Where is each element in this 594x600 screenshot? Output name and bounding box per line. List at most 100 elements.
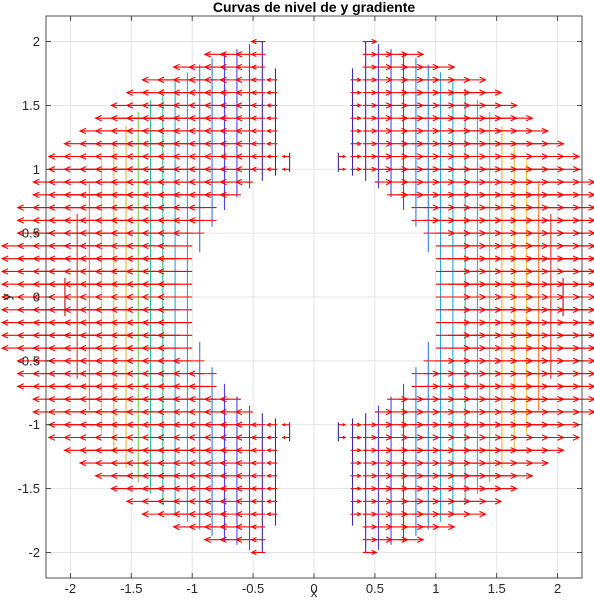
gradient-arrow-head	[234, 102, 243, 109]
gradient-arrow-head	[141, 370, 149, 377]
gradient-arrow-head	[94, 255, 102, 262]
x-tick-label: -0.5	[242, 581, 264, 596]
gradient-arrow-head	[219, 140, 227, 147]
gradient-arrow-head	[78, 421, 87, 428]
gradient-arrow-head	[187, 127, 196, 135]
gradient-arrow-head	[356, 486, 363, 491]
gradient-arrow-head	[141, 383, 149, 390]
gradient-arrow-head	[172, 370, 180, 377]
gradient-arrow-head	[125, 178, 134, 186]
gradient-arrow-head	[109, 204, 118, 211]
gradient-arrow-head	[156, 89, 165, 96]
gradient-arrow-head	[141, 166, 149, 173]
gradient-arrow-head	[588, 370, 594, 377]
gradient-arrow-head	[78, 434, 87, 441]
gradient-arrow-head	[31, 281, 40, 288]
gradient-arrow-head	[78, 166, 87, 173]
gradient-arrow-head	[234, 166, 243, 173]
gradient-arrow-head	[342, 154, 347, 159]
gradient-arrow-head	[187, 102, 196, 109]
gradient-arrow-head	[16, 217, 24, 224]
gradient-arrow-head	[156, 178, 165, 186]
gradient-arrow-head	[109, 332, 118, 339]
gradient-arrow-head	[63, 204, 71, 211]
gradient-arrow-head	[16, 255, 24, 262]
gradient-arrow-head	[78, 306, 87, 313]
gradient-arrow-head	[109, 447, 118, 454]
gradient-arrow-head	[156, 281, 165, 288]
gradient-arrow-head	[265, 141, 272, 146]
gradient-arrow-head	[541, 127, 550, 135]
gradient-arrow-head	[187, 153, 196, 160]
gradient-arrow-head	[109, 114, 118, 122]
gradient-arrow-head	[0, 268, 9, 275]
gradient-arrow-head	[187, 447, 196, 454]
gradient-arrow-head	[0, 281, 9, 288]
gradient-arrow-head	[219, 421, 227, 428]
gradient-arrow-head	[109, 281, 118, 288]
gradient-arrow-head	[16, 383, 24, 390]
gradient-arrow-head	[172, 166, 180, 173]
gradient-arrow-head	[78, 319, 87, 326]
gradient-arrow-head	[203, 408, 212, 416]
gradient-arrow-head	[219, 191, 227, 199]
gradient-arrow-head	[250, 434, 257, 441]
gradient-arrow-head	[187, 217, 196, 224]
gradient-arrow-head	[94, 447, 102, 454]
gradient-arrow-head	[78, 204, 87, 211]
gradient-arrow-head	[219, 76, 227, 84]
gradient-arrow-head	[109, 229, 118, 237]
gradient-arrow-head	[63, 191, 71, 199]
y-tick-label: -1	[28, 417, 40, 432]
gradient-arrow-head	[125, 344, 134, 352]
gradient-arrow-head	[109, 306, 118, 313]
gradient-arrow-head	[588, 357, 594, 365]
gradient-arrow-head	[0, 293, 9, 301]
gradient-arrow-head	[94, 242, 102, 250]
gradient-arrow-head	[479, 510, 487, 518]
y-tick-label: 1.5	[22, 98, 40, 113]
gradient-arrow-head	[371, 38, 378, 45]
gradient-arrow-head	[203, 114, 212, 122]
gradient-arrow-head	[47, 217, 56, 224]
gradient-arrow-head	[47, 255, 56, 262]
gradient-arrow-head	[16, 370, 24, 377]
gradient-arrow-head	[265, 512, 272, 517]
gradient-arrow-head	[203, 153, 212, 160]
gradient-arrow-head	[219, 498, 227, 505]
gradient-arrow-head	[203, 127, 212, 135]
gradient-arrow-head	[31, 408, 40, 416]
gradient-arrow-head	[219, 447, 227, 454]
gradient-arrow-head	[16, 281, 24, 288]
y-tick-label: 1	[33, 162, 40, 177]
gradient-arrow-head	[219, 510, 227, 518]
gradient-arrow-head	[156, 421, 165, 428]
gradient-arrow-head	[588, 268, 594, 275]
gradient-arrow-head	[234, 434, 243, 441]
gradient-arrow-head	[250, 89, 257, 96]
gradient-arrow-head	[172, 76, 180, 84]
gradient-arrow-head	[141, 459, 149, 467]
gradient-arrow-head	[16, 242, 24, 250]
gradient-arrow-head	[265, 486, 272, 491]
gradient-arrow-head	[156, 127, 165, 135]
gradient-arrow-head	[265, 154, 272, 159]
gradient-arrow-head	[156, 255, 165, 262]
gradient-arrow-head	[94, 383, 102, 390]
gradient-arrow-head	[187, 178, 196, 186]
gradient-arrow-head	[588, 217, 594, 224]
y-tick-label: -1.5	[18, 481, 40, 496]
gradient-arrow-head	[557, 140, 565, 147]
gradient-arrow-head	[356, 422, 363, 427]
gradient-arrow-head	[109, 344, 118, 352]
gradient-arrow-head	[281, 167, 286, 171]
gradient-arrow-head	[47, 370, 56, 377]
gradient-arrow-head	[63, 217, 71, 224]
gradient-arrow-head	[494, 498, 503, 505]
gradient-arrow-head	[265, 128, 272, 134]
gradient-arrow-head	[203, 510, 212, 518]
gradient-arrow-head	[156, 319, 165, 326]
gradient-arrow-head	[203, 498, 212, 505]
gradient-arrow-head	[47, 204, 56, 211]
gradient-arrow-head	[588, 306, 594, 313]
